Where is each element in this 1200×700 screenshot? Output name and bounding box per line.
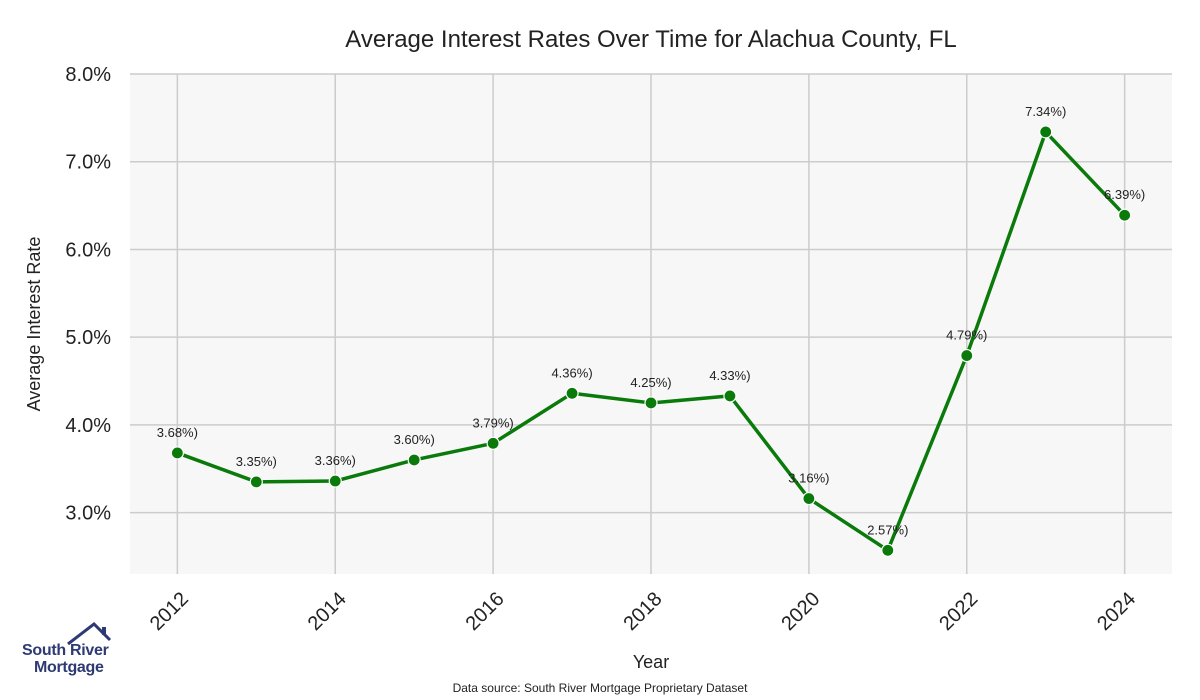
data-label: 4.25%) <box>630 375 671 390</box>
y-axis-ticks: 3.0% 4.0% 5.0% 6.0% 7.0% 8.0% <box>65 64 111 525</box>
series-line-group <box>170 125 1132 557</box>
data-point <box>486 436 500 450</box>
x-tick-label: 2012 <box>146 588 193 635</box>
x-tick-label: 2020 <box>777 588 824 635</box>
y-tick-label: 6.0% <box>65 239 111 261</box>
data-label: 3.16%) <box>788 471 829 486</box>
data-label: 4.33%) <box>709 368 750 383</box>
data-point <box>881 543 895 557</box>
x-axis-label: Year <box>633 652 669 672</box>
y-tick-label: 7.0% <box>65 152 111 174</box>
data-label: 3.79%) <box>473 415 514 430</box>
data-label: 4.36%) <box>551 365 592 380</box>
data-label-group: 3.68%) 3.35%) 3.36%) 3.60%) 3.79%) 4.36%) 4.25… <box>157 104 1145 537</box>
logo-line-2: Mortgage <box>34 659 104 676</box>
y-axis-label: Average Interest Rate <box>24 237 44 412</box>
y-tick-label: 5.0% <box>65 327 111 349</box>
data-point <box>1118 208 1132 222</box>
company-logo: South River Mortgage <box>18 618 118 682</box>
data-point <box>249 475 263 489</box>
data-label: 7.34%) <box>1025 104 1066 119</box>
x-tick-label: 2014 <box>304 588 351 635</box>
data-source-note: Data source: South River Mortgage Propri… <box>452 681 748 695</box>
data-point <box>802 491 816 506</box>
data-label: 3.36%) <box>315 453 356 468</box>
x-tick-label: 2024 <box>1093 588 1140 635</box>
data-label: 2.57%) <box>867 522 908 537</box>
y-tick-label: 3.0% <box>65 503 111 525</box>
logo-line-1: South River <box>22 642 109 659</box>
data-label: 3.35%) <box>236 454 277 469</box>
x-tick-label: 2016 <box>462 588 509 635</box>
data-point <box>644 396 658 410</box>
data-label: 4.79%) <box>946 328 987 343</box>
x-axis-ticks: 2012 2014 2016 2018 2020 2022 2024 <box>146 588 1140 635</box>
x-tick-label: 2018 <box>620 588 667 635</box>
y-tick-label: 4.0% <box>65 415 111 437</box>
data-point <box>723 389 737 403</box>
data-label: 3.68%) <box>157 425 198 440</box>
data-point <box>1039 125 1053 139</box>
grid-lines <box>130 73 1172 574</box>
data-point <box>565 386 579 400</box>
data-label: 3.60%) <box>394 432 435 447</box>
chart-title: Average Interest Rates Over Time for Ala… <box>345 26 956 53</box>
y-tick-label: 8.0% <box>65 64 111 86</box>
data-label: 6.39%) <box>1104 187 1145 202</box>
data-point <box>960 348 974 363</box>
data-point <box>407 453 421 467</box>
house-roof-icon <box>67 622 112 646</box>
data-point <box>170 446 184 460</box>
x-tick-label: 2022 <box>935 588 982 635</box>
data-point <box>328 474 342 488</box>
